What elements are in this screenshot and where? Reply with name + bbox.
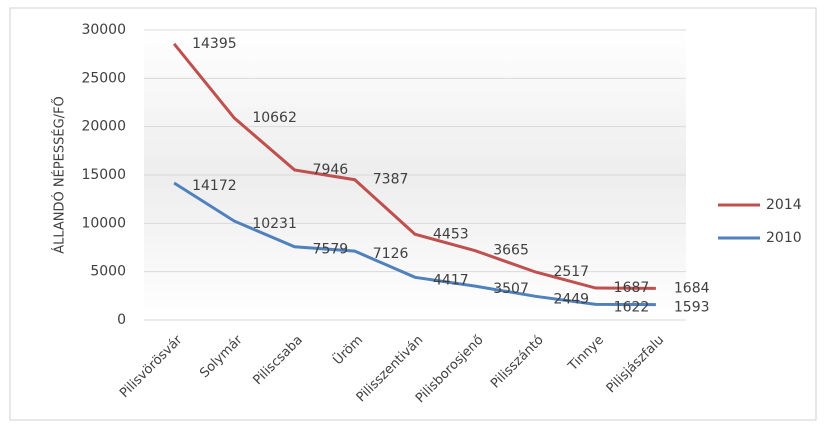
data-label: 7126	[373, 246, 409, 262]
data-label: 3665	[493, 243, 529, 259]
data-label: 1687	[614, 280, 650, 296]
y-tick-label: 30000	[81, 22, 126, 38]
data-label: 10662	[252, 110, 297, 126]
y-tick-label: 25000	[81, 70, 126, 86]
data-label: 3507	[493, 281, 529, 297]
data-label: 1622	[614, 299, 650, 315]
y-tick-label: 0	[117, 312, 126, 328]
data-label: 1593	[674, 300, 710, 316]
data-label: 2449	[553, 291, 589, 307]
y-tick-label: 5000	[90, 264, 126, 280]
data-label: 10231	[252, 216, 297, 232]
y-tick-label: 15000	[81, 167, 126, 183]
data-label: 14172	[192, 178, 237, 194]
data-label: 4453	[433, 226, 469, 242]
data-label: 4417	[433, 272, 469, 288]
data-label: 2517	[553, 264, 589, 280]
data-label: 7387	[373, 172, 409, 188]
legend-label: 2014	[766, 197, 802, 213]
legend-label: 2010	[766, 230, 802, 246]
line	[173, 181, 656, 307]
data-label: 1684	[674, 280, 710, 296]
data-label: 7946	[313, 162, 349, 178]
data-label: 14395	[192, 36, 237, 52]
line	[172, 42, 656, 290]
y-tick-label: 10000	[81, 215, 126, 231]
y-tick-label: 20000	[81, 119, 126, 135]
data-label: 7579	[313, 242, 349, 258]
y-axis-label: ÁLLANDÓ NÉPESSÉG/FŐ	[52, 96, 68, 254]
